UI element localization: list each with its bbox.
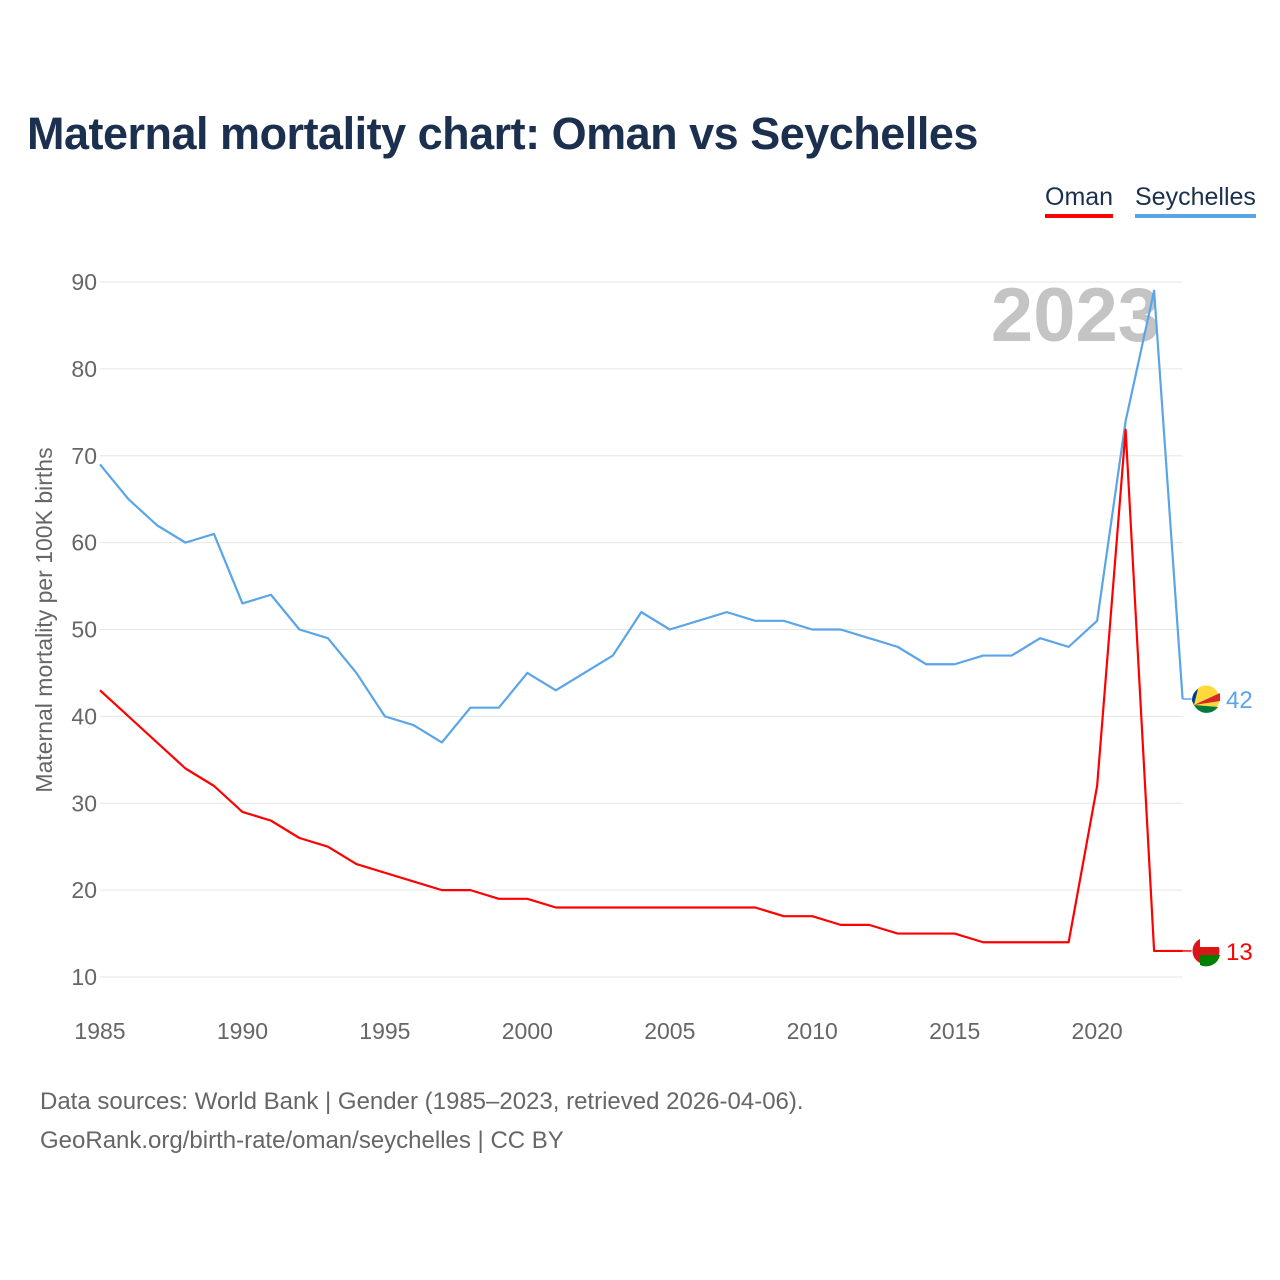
x-tick-label: 1985 [74, 1018, 125, 1044]
y-tick-label: 90 [71, 269, 97, 295]
footer-sources: Data sources: World Bank | Gender (1985–… [40, 1088, 804, 1115]
footer-url[interactable]: GeoRank.org/birth-rate/oman/seychelles |… [40, 1127, 564, 1154]
x-tick-label: 2015 [929, 1018, 980, 1044]
legend-seychelles[interactable]: Seychelles [1135, 183, 1256, 218]
series-line-seychelles [99, 289, 1184, 744]
chart-title: Maternal mortality chart: Oman vs Seyche… [27, 108, 978, 159]
x-tick-label: 2010 [787, 1018, 838, 1044]
end-value-label: 13 [1226, 939, 1253, 966]
y-tick-label: 20 [71, 877, 97, 903]
y-tick-label: 30 [71, 790, 97, 816]
legend-oman[interactable]: Oman [1045, 183, 1114, 218]
flag-stripe [1194, 705, 1218, 713]
y-tick-label: 40 [71, 703, 97, 729]
y-tick-label: 70 [71, 443, 97, 469]
flag-stripe [1194, 693, 1220, 705]
x-tick-label: 2020 [1072, 1018, 1123, 1044]
end-value-label: 42 [1226, 687, 1253, 714]
flag-stripe [1191, 689, 1198, 705]
flag-stripe [1200, 935, 1220, 947]
x-tick-label: 1995 [359, 1018, 410, 1044]
y-tick-label: 60 [71, 530, 97, 556]
series-line-oman [99, 428, 1183, 953]
y-tick-label: 80 [71, 356, 97, 382]
x-tick-label: 2000 [502, 1018, 553, 1044]
y-tick-label: 50 [71, 617, 97, 643]
y-tick-label: 10 [71, 964, 97, 990]
x-tick-label: 2005 [644, 1018, 695, 1044]
flag-stripe [1200, 954, 1220, 967]
x-tick-label: 1990 [217, 1018, 268, 1044]
year-label: 2023 [991, 273, 1160, 358]
y-axis-label: Maternal mortality per 100K births [31, 447, 57, 792]
